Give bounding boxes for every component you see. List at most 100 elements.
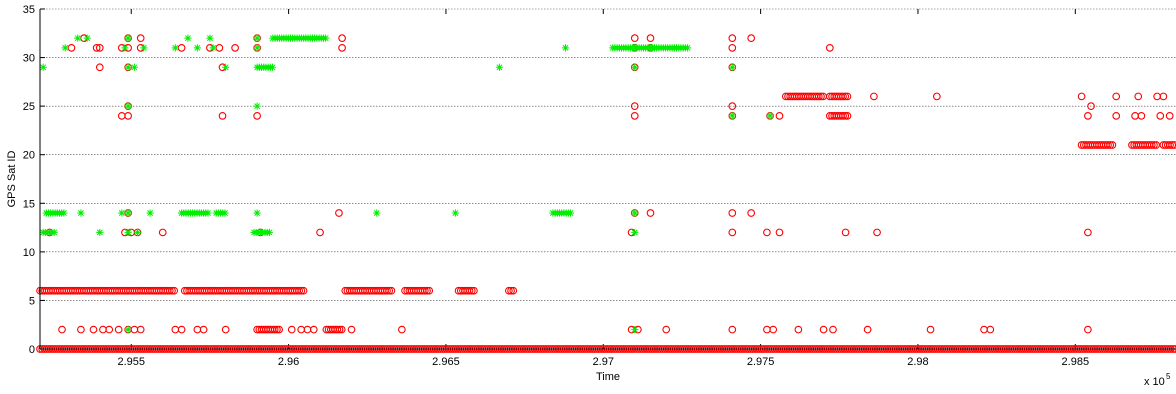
green-asterisk-point [495,63,504,71]
red-circle-point [77,325,85,334]
green-asterisk-point [124,102,132,110]
red-circle-point [287,325,296,334]
red-circle-point [1159,92,1168,101]
x-exponent-label: x 10 [1144,376,1165,388]
red-circle-point [221,325,230,334]
red-circle-point [728,325,737,334]
y-tick-label: 5 [29,295,35,307]
green-asterisk-point [566,209,575,217]
red-circle-point [270,325,279,334]
series-green-asterisks [39,34,774,334]
red-circle-point [425,286,434,295]
green-asterisk-point [206,34,214,42]
red-circle-point [158,228,167,237]
red-circle-point [728,209,737,217]
red-circle-point [1112,92,1121,101]
red-circle-point [747,209,756,217]
red-circle-point [136,325,145,334]
red-circle-point [299,286,308,295]
x-tick-label: 2.97 [593,356,614,368]
green-asterisk-point [631,325,639,334]
y-tick-label: 20 [23,150,35,162]
green-asterisk-point [204,209,212,217]
green-asterisk-point [631,63,639,71]
red-circle-point [829,325,837,334]
green-asterisk-point [50,228,58,237]
red-circle-point [124,112,132,120]
red-circle-point [165,286,174,295]
red-circle-point [1084,228,1092,237]
red-circle-point [841,92,850,101]
green-asterisk-point [61,44,69,52]
red-circle-point [253,112,261,120]
red-circle-point [423,286,431,295]
x-tick-label: 2.985 [1062,356,1090,368]
red-circle-point [843,92,852,101]
red-circle-point [170,286,179,295]
red-circle-point [814,92,823,101]
green-asterisk-point [561,44,570,52]
red-circle-point [630,102,639,110]
green-asterisk-point [631,228,639,237]
green-asterisk-point [124,34,132,42]
red-circle-point [1108,141,1117,149]
red-circle-point [347,325,356,334]
x-tick-label: 2.955 [117,356,145,368]
red-circle-point [309,325,318,334]
green-asterisk-point [39,63,47,71]
red-circle-point [1087,102,1095,110]
x-tick-label: 2.98 [907,356,928,368]
red-circle-point [398,325,406,334]
green-asterisk-point [631,44,639,52]
red-circle-point [465,286,474,295]
red-circle-point [333,325,342,334]
red-circle-point [467,286,476,295]
red-circle-point [1165,112,1174,120]
x-tick-label: 2.965 [432,356,460,368]
red-circle-point [646,34,655,42]
red-circle-point [1170,141,1176,149]
x-exponent-power: 5 [1166,372,1171,381]
green-asterisk-point [222,63,230,71]
red-circle-point [926,325,935,334]
red-circle-point [1137,112,1146,120]
green-asterisk-point [140,44,148,52]
plot-area [40,9,1176,349]
red-circle-point [338,34,346,42]
green-asterisk-point [766,112,774,120]
green-asterisk-point [253,34,261,42]
red-circle-point [136,34,145,42]
red-circle-point [114,325,123,334]
green-asterisk-point [118,209,126,217]
y-tick-label: 30 [23,53,35,65]
red-circle-point [1106,141,1115,149]
red-circle-point [841,112,850,120]
red-circle-point [335,325,344,334]
x-tick-label: 2.975 [747,356,775,368]
red-circle-point [728,44,737,52]
red-circle-point [92,44,101,52]
red-circle-point [387,286,396,295]
red-circle-point [507,286,515,295]
red-circle-point [1084,325,1092,334]
green-asterisk-point [728,63,736,71]
x-axis-ticks: 2.955 2.96 2.965 2.97 2.975 2.98 2.985 [117,9,1089,368]
red-circle-point [273,325,281,334]
red-circle-point [932,92,941,101]
red-circle-point [168,286,176,295]
y-tick-label: 35 [23,4,35,16]
red-circle-point [58,325,66,334]
green-asterisk-point [124,209,132,217]
red-circle-point [295,286,304,295]
green-asterisk-point [373,209,381,217]
red-circle-point [873,228,881,237]
red-circle-point [630,34,639,42]
red-circle-point [1166,141,1174,149]
red-circle-point [843,112,852,120]
green-asterisk-point [77,209,85,217]
green-asterisk-point [265,228,273,237]
red-circle-point [218,112,227,120]
red-circle-point [841,228,850,237]
green-asterisk-point [96,228,104,237]
